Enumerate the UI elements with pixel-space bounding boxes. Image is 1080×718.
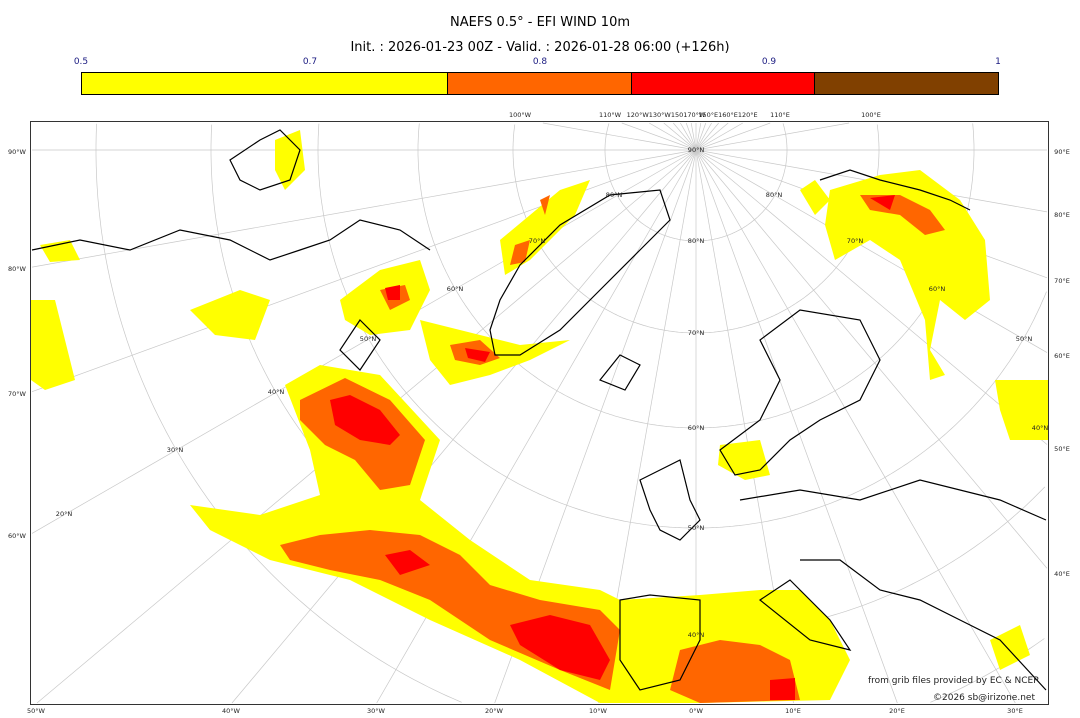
graticule-label: 40°N	[267, 388, 285, 396]
meridian-line	[695, 122, 743, 151]
meridian-line	[695, 149, 898, 704]
meridian-line	[685, 122, 697, 151]
graticule-label: 70°N	[528, 237, 546, 245]
meridian-line	[673, 122, 697, 151]
colorbar-tick: 0.5	[73, 57, 89, 67]
colorbar-bin	[448, 73, 632, 94]
graticule-label: 50°E	[1054, 445, 1070, 453]
graticule-label: 10°W	[589, 707, 607, 715]
graticule-label: 90°E	[1054, 148, 1070, 156]
graticule-label: 20°E	[889, 707, 905, 715]
graticule-label: 120°W130°W150170°W	[626, 111, 706, 119]
meridian-line	[695, 122, 729, 151]
colorbar-bin	[814, 73, 998, 94]
efi-map	[30, 121, 1049, 705]
graticule-label: 60°W	[8, 532, 26, 540]
graticule-label: 60°N	[928, 285, 946, 293]
credit-data-source: from grib files provided by EC & NCEP	[868, 676, 1039, 686]
graticule-label: 80°W	[8, 265, 26, 273]
graticule-label: 80°N	[765, 191, 783, 199]
meridian-line	[31, 149, 697, 268]
meridian-line	[695, 122, 702, 151]
graticule-label: 50°N	[687, 524, 705, 532]
map-subtitle: Init. : 2026-01-23 00Z - Valid. : 2026-0…	[350, 40, 730, 55]
graticule-label: 50°N	[1015, 335, 1033, 343]
graticule-label: 80°N	[605, 191, 623, 199]
meridian-line	[542, 122, 697, 151]
meridian-line	[663, 122, 697, 151]
colorbar-tick: 0.9	[761, 57, 777, 67]
meridian-line	[695, 122, 712, 151]
meridian-line	[695, 149, 1048, 445]
graticule-label: 70°E	[1054, 277, 1070, 285]
graticule-label: 30°W	[367, 707, 385, 715]
colorbar-bin	[82, 73, 449, 94]
coastlines	[31, 129, 1047, 691]
graticule-label: 60°E	[1054, 352, 1070, 360]
graticule-label: 40°E	[1054, 570, 1070, 578]
colorbar	[81, 72, 999, 95]
map-title: NAEFS 0.5° - EFI WIND 10m	[449, 15, 630, 30]
meridian-line	[695, 122, 719, 151]
graticule-label: 80°N	[687, 237, 705, 245]
graticule-label: 60°N	[687, 424, 705, 432]
graticule-label: 0°W	[689, 707, 703, 715]
graticule-label: 110°E	[770, 111, 790, 119]
latitude-circle	[417, 123, 975, 429]
colorbar-tick: 0.7	[302, 57, 318, 67]
efi-red-areas	[330, 195, 895, 700]
colorbar-tick: 0.8	[532, 57, 548, 67]
graticule-label: 100°E	[861, 111, 881, 119]
meridian-line	[695, 149, 1048, 353]
meridian-line	[695, 149, 1016, 704]
graticule-label: 40°W	[222, 707, 240, 715]
graticule-label: 10°E	[785, 707, 801, 715]
meridian-line	[680, 122, 697, 151]
meridian-line	[621, 122, 697, 151]
meridian-line	[31, 149, 697, 534]
latitude-circle	[604, 123, 788, 242]
credit-copyright: ©2026 sb@irizone.net	[933, 693, 1035, 703]
graticule-label: 30°N	[166, 446, 184, 454]
graticule-label: 50°N	[359, 335, 377, 343]
meridian-line	[231, 149, 697, 704]
graticule-label: 60°N	[446, 285, 464, 293]
graticule-label: 90°W	[8, 148, 26, 156]
meridian-line	[695, 122, 850, 151]
graticule-label: 80°E	[1054, 211, 1070, 219]
graticule-label: 70°N	[846, 237, 864, 245]
graticule-label: 110°W	[598, 111, 622, 119]
graticule-label: 40°N	[1031, 424, 1049, 432]
graticule-label: 90°N	[687, 146, 705, 154]
meridian-line	[695, 122, 707, 151]
graticule-label: 50°W	[27, 707, 45, 715]
graticule-label: 30°E	[1007, 707, 1023, 715]
graticule-label: 70°W	[8, 390, 26, 398]
colorbar-bin	[631, 73, 815, 94]
meridian-line	[31, 149, 697, 393]
meridian-line	[695, 149, 1048, 569]
graticule-label: 20°W	[485, 707, 503, 715]
meridian-line	[690, 122, 697, 151]
meridian-line	[649, 122, 697, 151]
colorbar-tick: 1	[995, 57, 1001, 67]
latitude-circle	[317, 123, 1047, 529]
graticule-label: 70°N	[687, 329, 705, 337]
graticule-label: 40°N	[687, 631, 705, 639]
graticule-label: 150°E160°E120°E	[698, 111, 758, 119]
graticule-label: 100°W	[508, 111, 532, 119]
meridian-line	[695, 122, 771, 151]
map-canvas	[31, 122, 1048, 704]
graticule-label: 20°N	[55, 510, 73, 518]
